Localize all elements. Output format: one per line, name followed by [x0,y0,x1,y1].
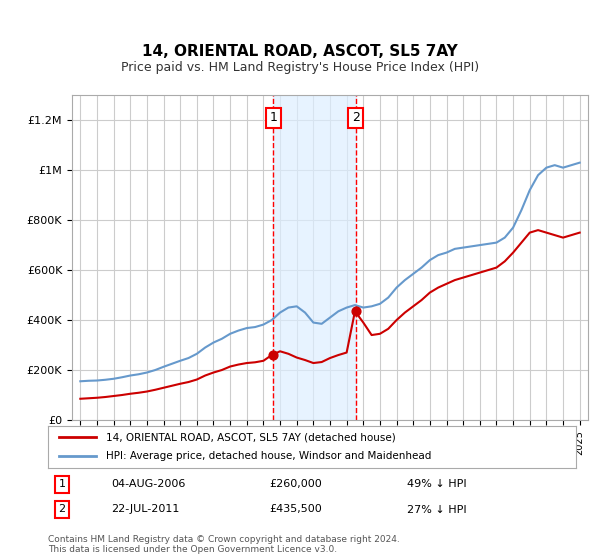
Text: 14, ORIENTAL ROAD, ASCOT, SL5 7AY: 14, ORIENTAL ROAD, ASCOT, SL5 7AY [142,44,458,59]
Text: HPI: Average price, detached house, Windsor and Maidenhead: HPI: Average price, detached house, Wind… [106,451,431,461]
Text: Contains HM Land Registry data © Crown copyright and database right 2024.
This d: Contains HM Land Registry data © Crown c… [48,535,400,554]
Text: 22-JUL-2011: 22-JUL-2011 [112,505,180,515]
Text: 27% ↓ HPI: 27% ↓ HPI [407,505,467,515]
Text: £260,000: £260,000 [270,479,323,489]
Point [351,307,361,316]
Text: Price paid vs. HM Land Registry's House Price Index (HPI): Price paid vs. HM Land Registry's House … [121,61,479,74]
Text: 1: 1 [269,111,277,124]
Bar [274,95,356,420]
Point [269,351,278,360]
Text: 1: 1 [59,479,65,489]
Text: 2: 2 [59,505,65,515]
Text: 04-AUG-2006: 04-AUG-2006 [112,479,186,489]
Text: 2: 2 [352,111,360,124]
Text: 49% ↓ HPI: 49% ↓ HPI [407,479,467,489]
Text: £435,500: £435,500 [270,505,323,515]
Text: 14, ORIENTAL ROAD, ASCOT, SL5 7AY (detached house): 14, ORIENTAL ROAD, ASCOT, SL5 7AY (detac… [106,432,396,442]
